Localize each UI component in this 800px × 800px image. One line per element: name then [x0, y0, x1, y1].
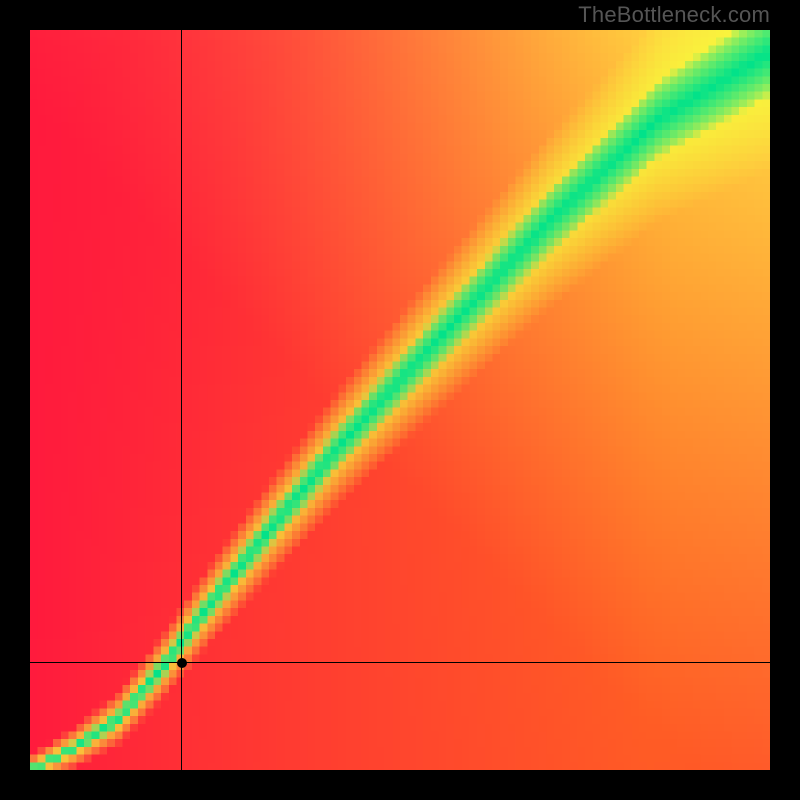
frame-left: [0, 0, 30, 800]
crosshair-horizontal: [30, 662, 770, 663]
crosshair-marker: [177, 658, 187, 668]
watermark-text: TheBottleneck.com: [578, 2, 770, 28]
frame-bottom: [0, 770, 800, 800]
bottleneck-heatmap: [30, 30, 770, 770]
frame-right: [770, 0, 800, 800]
